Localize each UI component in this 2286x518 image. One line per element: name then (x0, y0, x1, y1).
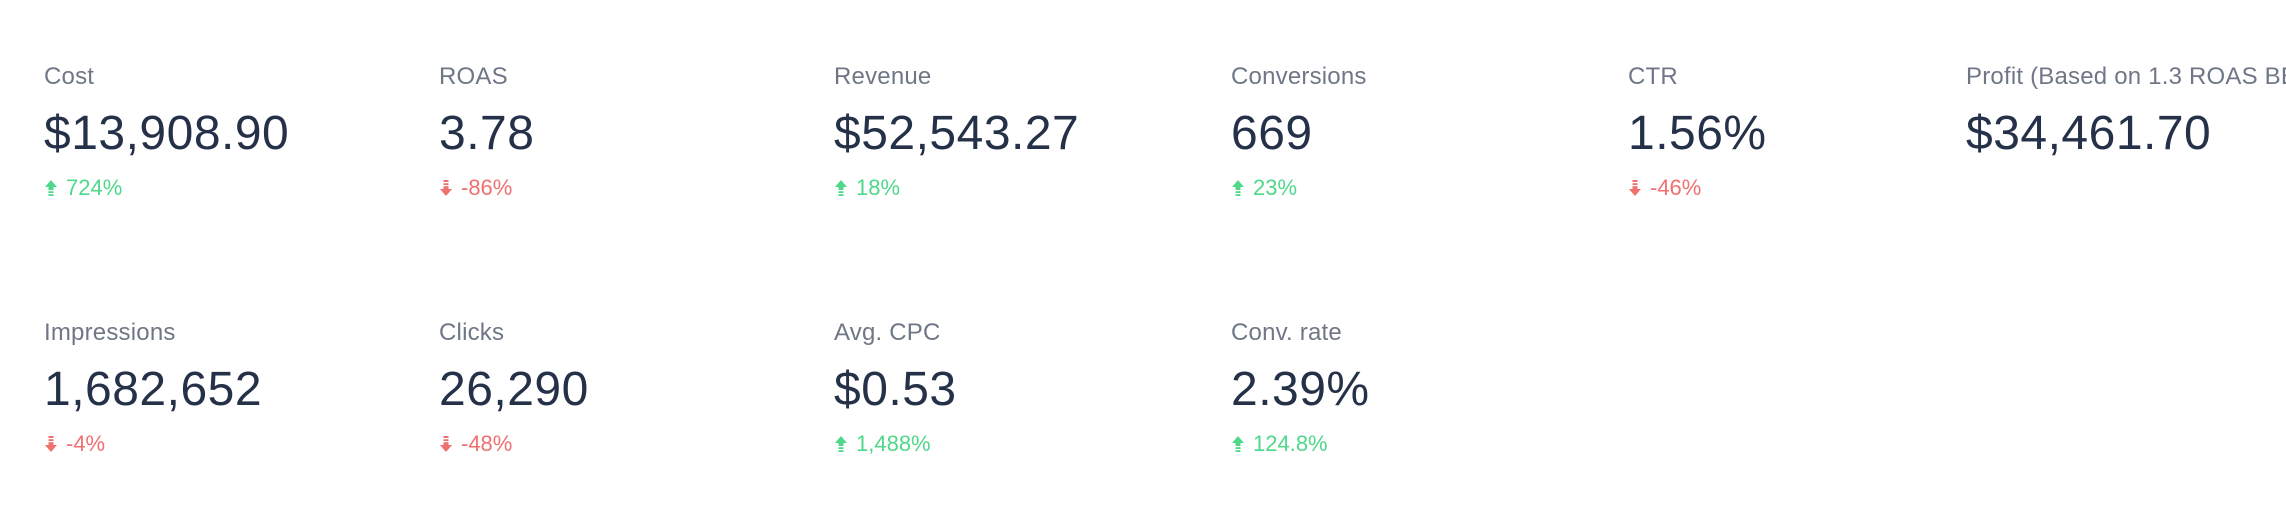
metric-delta: 18% (834, 174, 1194, 202)
metric-delta: 724% (44, 174, 404, 202)
metric-card-clicks: Clicks 26,290 -48% (439, 318, 799, 458)
metric-delta: -86% (439, 174, 799, 202)
metric-delta: -48% (439, 430, 799, 458)
metric-delta-value: 18% (856, 175, 901, 200)
metric-delta: 23% (1231, 174, 1591, 202)
metric-label: Conversions (1231, 63, 1367, 90)
metrics-row-1: Cost $13,908.90 724% ROAS 3.78 -86% Reve… (0, 62, 2286, 262)
metric-value: 2.39% (1231, 363, 1370, 416)
metric-delta-value: 1,488% (856, 431, 931, 456)
metric-delta-value: -48% (461, 431, 513, 456)
metric-card-avg-cpc: Avg. CPC $0.53 1,488% (834, 318, 1194, 458)
metric-value: 669 (1231, 107, 1313, 160)
metric-value: $52,543.27 (834, 107, 1080, 160)
arrow-up-icon (1232, 436, 1244, 452)
metric-value: 3.78 (439, 107, 535, 160)
metric-delta: -46% (1628, 174, 1988, 202)
metric-card-impressions: Impressions 1,682,652 -4% (44, 318, 404, 458)
arrow-up-icon (45, 180, 57, 196)
metric-delta-value: 724% (66, 175, 123, 200)
metric-delta: -4% (44, 430, 404, 458)
metric-delta-value: 124.8% (1253, 431, 1328, 456)
metric-card-profit: Profit (Based on 1.3 ROAS BE) $34,461.70 (1966, 62, 2286, 162)
metric-label: Profit (Based on 1.3 ROAS BE) (1966, 63, 2286, 90)
metric-card-cost: Cost $13,908.90 724% (44, 62, 404, 202)
metric-value: $0.53 (834, 363, 957, 416)
arrow-up-icon (835, 436, 847, 452)
arrow-down-icon (1629, 180, 1641, 196)
metric-card-conversions: Conversions 669 23% (1231, 62, 1591, 202)
metric-value: 1.56% (1628, 107, 1767, 160)
metric-delta: 1,488% (834, 430, 1194, 458)
metric-label: Revenue (834, 63, 932, 90)
metric-value: $13,908.90 (44, 107, 290, 160)
metric-delta-value: -4% (66, 431, 106, 456)
metric-delta: 124.8% (1231, 430, 1591, 458)
arrow-down-icon (45, 436, 57, 452)
metrics-row-2: Impressions 1,682,652 -4% Clicks 26,290 … (0, 318, 2286, 518)
metric-card-roas: ROAS 3.78 -86% (439, 62, 799, 202)
metric-label: ROAS (439, 63, 508, 90)
arrow-down-icon (440, 180, 452, 196)
metric-value: 1,682,652 (44, 363, 263, 416)
metric-delta-value: -86% (461, 175, 513, 200)
metric-label: Avg. CPC (834, 319, 941, 346)
metric-value: 26,290 (439, 363, 589, 416)
metric-label: Clicks (439, 319, 505, 346)
metric-card-revenue: Revenue $52,543.27 18% (834, 62, 1194, 202)
metric-label: Cost (44, 63, 95, 90)
arrow-down-icon (440, 436, 452, 452)
metric-delta-value: 23% (1253, 175, 1298, 200)
arrow-up-icon (835, 180, 847, 196)
metric-card-ctr: CTR 1.56% -46% (1628, 62, 1988, 202)
metric-delta-value: -46% (1650, 175, 1702, 200)
metric-label: Conv. rate (1231, 319, 1342, 346)
metric-label: CTR (1628, 63, 1678, 90)
metric-card-conv-rate: Conv. rate 2.39% 124.8% (1231, 318, 1591, 458)
metric-value: $34,461.70 (1966, 107, 2212, 160)
metric-label: Impressions (44, 319, 176, 346)
arrow-up-icon (1232, 180, 1244, 196)
